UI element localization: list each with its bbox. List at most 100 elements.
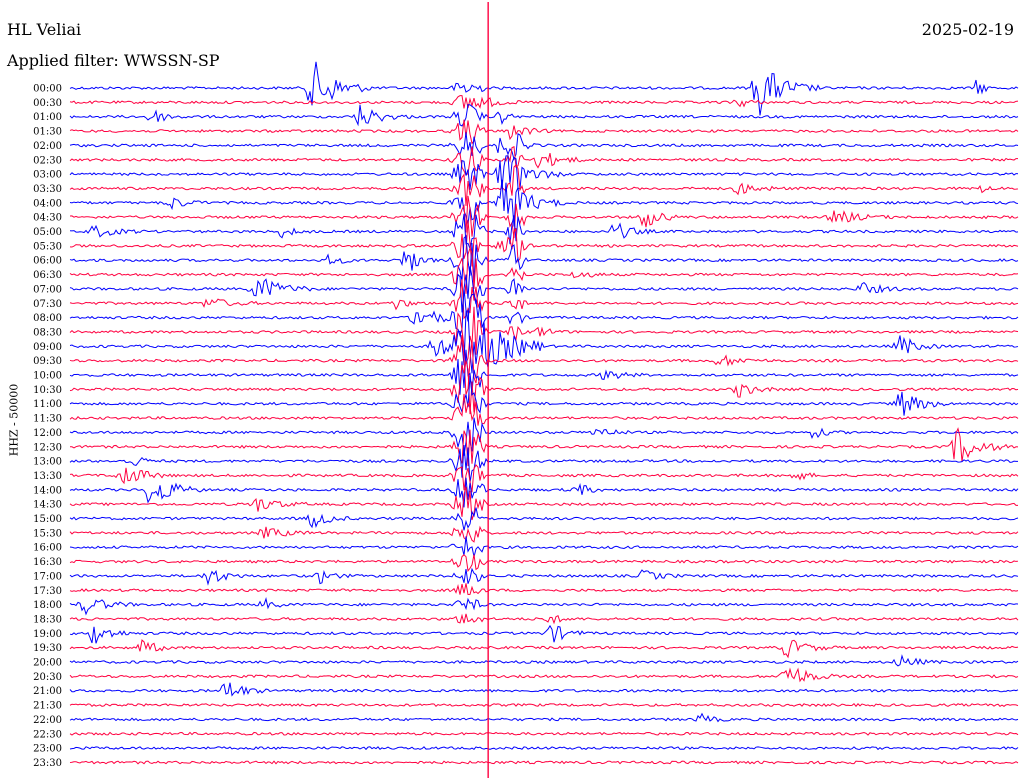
trace-row-0300 <box>69 155 1019 190</box>
date-label: 2025-02-19 <box>921 20 1014 39</box>
row-time-label: 15:30 <box>33 528 62 539</box>
row-time-label: 00:30 <box>33 98 62 109</box>
row-time-label: 11:30 <box>33 414 62 425</box>
row-time-label: 00:00 <box>33 84 62 95</box>
trace-row-0730 <box>69 279 1019 320</box>
row-time-label: 12:30 <box>33 442 62 453</box>
row-time-label: 03:30 <box>33 184 62 195</box>
trace-row-2230 <box>69 731 1019 736</box>
row-time-label: 14:30 <box>33 500 62 511</box>
trace-row-0900 <box>69 310 1019 374</box>
trace-row-2330 <box>69 760 1019 765</box>
row-time-label: 07:30 <box>33 299 62 310</box>
trace-row-2300 <box>69 746 1019 751</box>
trace-row-0130 <box>69 119 1019 145</box>
row-time-label: 02:30 <box>33 155 62 166</box>
row-time-label: 10:30 <box>33 385 62 396</box>
trace-row-1900 <box>69 624 1019 644</box>
trace-row-1430 <box>69 486 1019 521</box>
row-time-label: 17:00 <box>33 571 62 582</box>
trace-row-1630 <box>69 554 1019 573</box>
row-time-label: 02:00 <box>33 141 62 152</box>
row-time-label: 01:30 <box>33 127 62 138</box>
row-time-label: 10:00 <box>33 371 62 382</box>
trace-row-1000 <box>69 349 1019 395</box>
trace-row-1500 <box>69 507 1019 531</box>
row-time-label: 11:00 <box>33 399 62 410</box>
row-time-label: 12:00 <box>33 428 62 439</box>
trace-row-0530 <box>69 220 1019 267</box>
row-time-label: 18:30 <box>33 614 62 625</box>
trace-row-1700 <box>69 567 1019 586</box>
trace-row-0400 <box>69 179 1019 227</box>
trace-row-0830 <box>69 306 1019 364</box>
trace-row-0100 <box>69 104 1019 127</box>
row-time-label: 07:00 <box>33 284 62 295</box>
row-time-label: 04:00 <box>33 198 62 209</box>
row-time-label: 14:00 <box>33 485 62 496</box>
trace-row-1330 <box>69 464 1019 493</box>
row-time-label: 09:00 <box>33 342 62 353</box>
row-time-label: 18:00 <box>33 600 62 611</box>
row-time-label: 19:30 <box>33 643 62 654</box>
row-time-label: 08:00 <box>33 313 62 324</box>
trace-row-0000 <box>69 61 1019 116</box>
row-time-label: 01:00 <box>33 112 62 123</box>
row-time-label: 06:00 <box>33 256 62 267</box>
trace-row-1200 <box>69 417 1019 456</box>
trace-row-1600 <box>69 536 1019 557</box>
row-time-label: 23:00 <box>33 744 62 755</box>
row-time-label: 21:30 <box>33 701 62 712</box>
trace-row-0700 <box>69 266 1019 313</box>
row-time-label: 19:00 <box>33 629 62 640</box>
row-time-label: 16:30 <box>33 557 62 568</box>
row-time-label: 23:30 <box>33 758 62 769</box>
row-time-label: 08:30 <box>33 327 62 338</box>
row-time-label: 20:00 <box>33 658 62 669</box>
row-time-label: 03:00 <box>33 170 62 181</box>
row-time-label: 21:00 <box>33 686 62 697</box>
trace-row-1930 <box>69 639 1019 659</box>
trace-row-1130 <box>69 393 1019 426</box>
trace-row-1100 <box>69 375 1019 416</box>
row-time-label: 13:30 <box>33 471 62 482</box>
trace-row-0930 <box>69 334 1019 395</box>
trace-row-2030 <box>69 667 1019 683</box>
row-time-label: 05:30 <box>33 241 62 252</box>
trace-row-1530 <box>69 525 1019 543</box>
trace-row-1830 <box>69 613 1019 625</box>
row-time-label: 05:00 <box>33 227 62 238</box>
trace-row-2130 <box>69 702 1019 708</box>
trace-row-2200 <box>69 712 1019 723</box>
trace-row-1300 <box>69 444 1019 483</box>
row-time-label: 09:30 <box>33 356 62 367</box>
trace-row-0200 <box>69 132 1019 161</box>
row-time-label: 17:30 <box>33 586 62 597</box>
trace-row-0600 <box>69 234 1019 282</box>
trace-row-0630 <box>69 246 1019 294</box>
trace-row-1730 <box>69 583 1019 596</box>
trace-row-0030 <box>69 95 1019 109</box>
trace-row-0430 <box>69 195 1019 239</box>
row-time-label: 15:00 <box>33 514 62 525</box>
station-title: HL Veliai <box>7 20 82 39</box>
row-time-label: 06:30 <box>33 270 62 281</box>
trace-row-0330 <box>69 164 1019 206</box>
trace-row-1800 <box>69 597 1019 616</box>
trace-row-2100 <box>69 682 1019 697</box>
trace-row-0500 <box>69 213 1019 251</box>
row-time-label: 13:00 <box>33 457 62 468</box>
trace-row-0800 <box>69 287 1019 338</box>
trace-row-2000 <box>69 654 1019 667</box>
trace-row-1400 <box>69 477 1019 508</box>
row-time-label: 22:30 <box>33 729 62 740</box>
trace-row-1230 <box>69 427 1019 467</box>
filter-subtitle: Applied filter: WWSSN-SP <box>7 51 220 70</box>
row-time-label: 20:30 <box>33 672 62 683</box>
trace-row-1030 <box>69 360 1019 415</box>
trace-row-0230 <box>69 146 1019 176</box>
row-time-label: 04:30 <box>33 213 62 224</box>
row-time-label: 22:00 <box>33 715 62 726</box>
